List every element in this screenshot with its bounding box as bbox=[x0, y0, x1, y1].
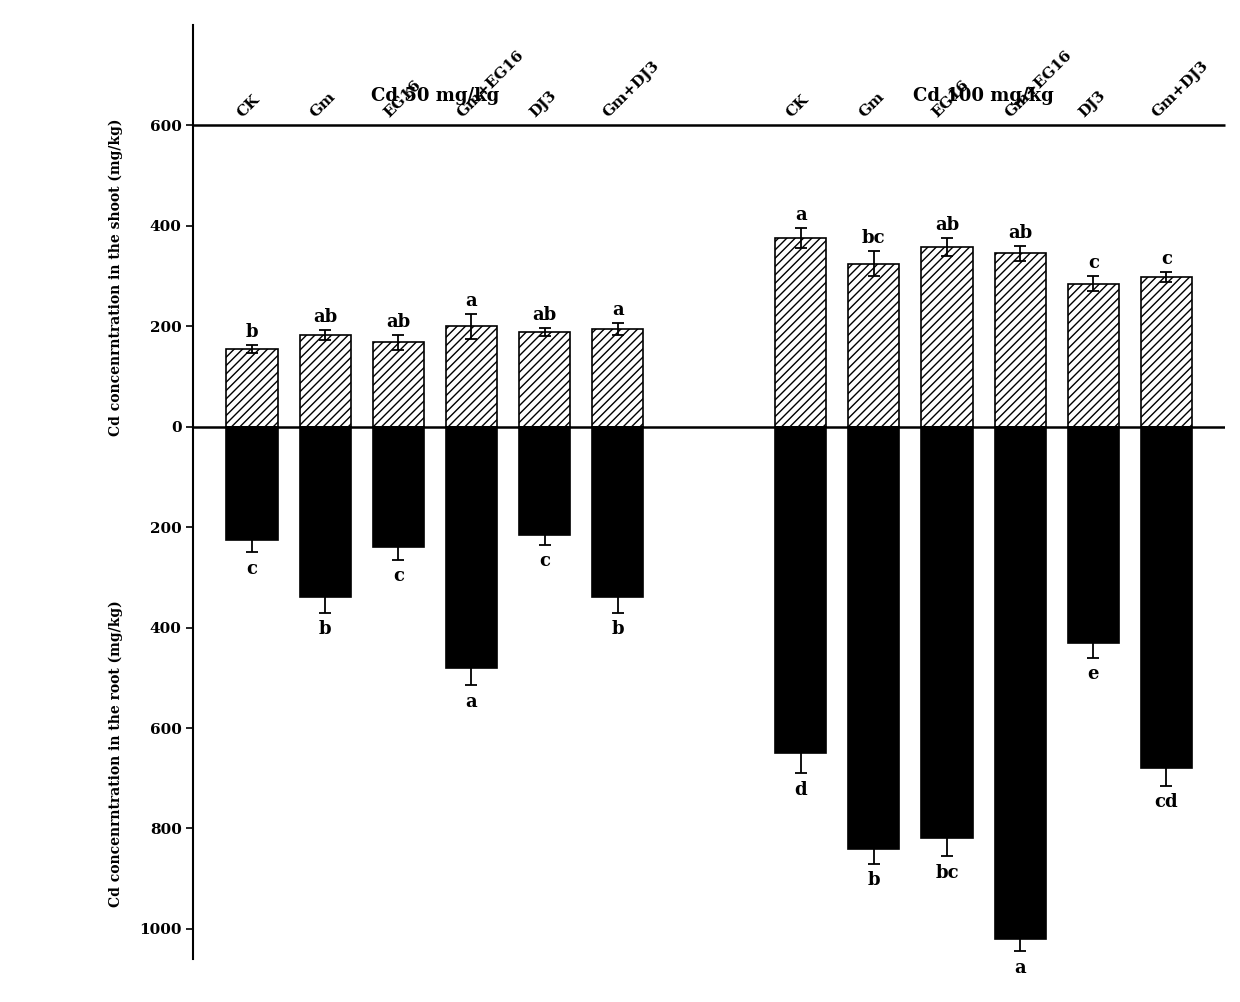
Bar bbox=[373, 343, 424, 427]
Text: d: d bbox=[795, 781, 807, 799]
Text: ab: ab bbox=[532, 307, 557, 325]
Text: b: b bbox=[868, 871, 880, 889]
Bar bbox=[593, 329, 644, 427]
Text: Gm: Gm bbox=[308, 90, 339, 120]
Text: ab: ab bbox=[386, 313, 410, 331]
Text: CK: CK bbox=[784, 92, 811, 120]
Bar bbox=[921, 427, 972, 839]
Text: c: c bbox=[393, 567, 404, 585]
Text: c: c bbox=[1087, 255, 1099, 273]
Text: a: a bbox=[1014, 959, 1025, 977]
Bar bbox=[1068, 284, 1118, 427]
Text: Gm: Gm bbox=[857, 90, 887, 120]
Bar bbox=[1068, 427, 1118, 642]
Bar bbox=[446, 327, 497, 427]
Text: a: a bbox=[466, 692, 477, 710]
Text: EG16: EG16 bbox=[381, 78, 423, 120]
Text: c: c bbox=[1161, 250, 1172, 269]
Text: a: a bbox=[466, 292, 477, 310]
Text: Cd concenrntration in the root (mg/kg): Cd concenrntration in the root (mg/kg) bbox=[109, 600, 123, 907]
Bar bbox=[300, 336, 351, 427]
Text: bc: bc bbox=[935, 864, 959, 882]
Bar bbox=[520, 333, 570, 427]
Bar bbox=[227, 427, 278, 540]
Text: Cd concenrntration in the shoot (mg/kg): Cd concenrntration in the shoot (mg/kg) bbox=[109, 118, 123, 436]
Bar bbox=[775, 238, 826, 427]
Text: a: a bbox=[613, 301, 624, 319]
Bar bbox=[775, 427, 826, 754]
Text: Cd 100 mg/kg: Cd 100 mg/kg bbox=[913, 87, 1054, 105]
Text: Gm+DJ3: Gm+DJ3 bbox=[1149, 59, 1211, 120]
Text: cd: cd bbox=[1154, 794, 1178, 812]
Text: Gm+EG16: Gm+EG16 bbox=[1003, 48, 1075, 120]
Text: ab: ab bbox=[312, 309, 337, 327]
Bar bbox=[1141, 278, 1192, 427]
Bar bbox=[520, 427, 570, 535]
Bar bbox=[994, 254, 1045, 427]
Text: bc: bc bbox=[862, 229, 885, 246]
Text: DJ3: DJ3 bbox=[527, 88, 559, 120]
Text: Cd 50 mg/kg: Cd 50 mg/kg bbox=[371, 87, 498, 105]
Text: b: b bbox=[611, 620, 624, 638]
Text: c: c bbox=[247, 560, 258, 578]
Bar bbox=[446, 427, 497, 667]
Text: c: c bbox=[539, 552, 551, 570]
Text: ab: ab bbox=[935, 215, 959, 233]
Text: DJ3: DJ3 bbox=[1076, 88, 1109, 120]
Bar bbox=[921, 246, 972, 427]
Bar bbox=[848, 264, 899, 427]
Bar bbox=[593, 427, 644, 597]
Text: b: b bbox=[246, 323, 258, 341]
Text: Gm+DJ3: Gm+DJ3 bbox=[600, 59, 662, 120]
Bar bbox=[373, 427, 424, 547]
Bar bbox=[994, 427, 1045, 939]
Bar bbox=[227, 349, 278, 427]
Text: e: e bbox=[1087, 665, 1099, 683]
Text: b: b bbox=[319, 620, 331, 638]
Bar bbox=[848, 427, 899, 849]
Text: CK: CK bbox=[234, 92, 263, 120]
Text: Gm+EG16: Gm+EG16 bbox=[454, 48, 526, 120]
Text: ab: ab bbox=[1008, 223, 1032, 241]
Text: a: a bbox=[795, 206, 806, 224]
Text: EG16: EG16 bbox=[930, 78, 972, 120]
Bar bbox=[1141, 427, 1192, 769]
Bar bbox=[300, 427, 351, 597]
